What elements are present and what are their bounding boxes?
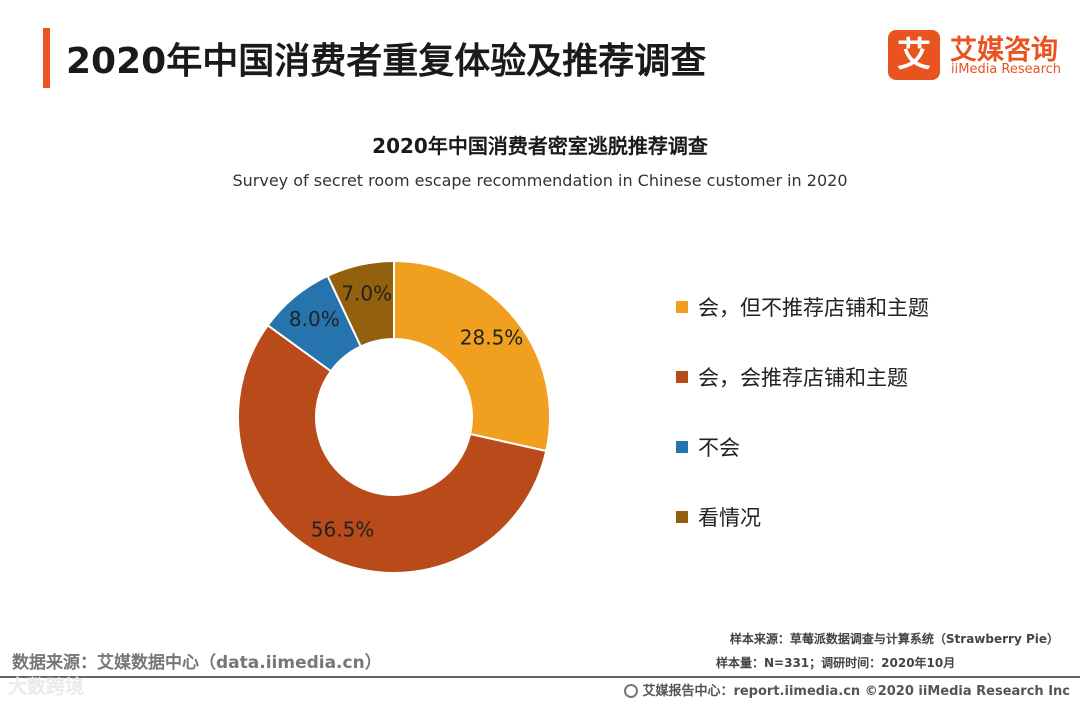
watermark: 大数跨境 [8,676,85,698]
logo-name-en: iiMedia Research [951,62,1062,77]
slice-value-label: 56.5% [311,517,375,541]
slice-value-label: 7.0% [341,282,392,306]
footer-divider [0,676,1080,678]
data-source: 数据来源：艾媒数据中心（data.iimedia.cn） [12,653,382,673]
footer-copyright: 艾媒报告中心：report.iimedia.cn ©2020 iiMedia R… [624,680,1070,699]
legend-swatch [676,511,688,523]
donut-slice [393,259,551,453]
legend-label: 看情况 [698,506,761,530]
iimedia-logo: 艾 艾媒咨询 iiMedia Research [888,30,1063,82]
legend-label: 会，会推荐店铺和主题 [698,366,908,390]
legend-swatch [676,301,688,313]
title-accent-bar [43,28,50,88]
chart-title: 2020年中国消费者密室逃脱推荐调查 [372,134,708,158]
legend-item: 会，但不推荐店铺和主题 [676,292,929,322]
sample-size: 样本量：N=331；调研时间：2020年10月 [716,656,956,670]
legend-swatch [676,441,688,453]
globe-icon [624,683,639,698]
donut-slice [237,323,548,574]
legend-label: 不会 [698,436,740,460]
legend-item: 会，会推荐店铺和主题 [676,362,908,392]
legend-label: 会，但不推荐店铺和主题 [698,296,929,320]
slice-value-label: 28.5% [460,325,524,349]
legend-item: 看情况 [676,502,761,532]
sample-source: 样本来源：草莓派数据调查与计算系统（Strawberry Pie） [729,632,1059,646]
page-title: 2020年中国消费者重复体验及推荐调查 [66,41,707,82]
logo-mark-icon: 艾 [888,30,940,80]
donut-slice [326,259,395,348]
slice-value-label: 8.0% [289,307,340,331]
logo-name-cn: 艾媒咨询 [950,35,1058,66]
copyright-text: 艾媒报告中心：report.iimedia.cn ©2020 iiMedia R… [642,684,1070,699]
legend-swatch [676,371,688,383]
chart-subtitle: Survey of secret room escape recommendat… [232,171,848,190]
legend-item: 不会 [676,432,740,462]
